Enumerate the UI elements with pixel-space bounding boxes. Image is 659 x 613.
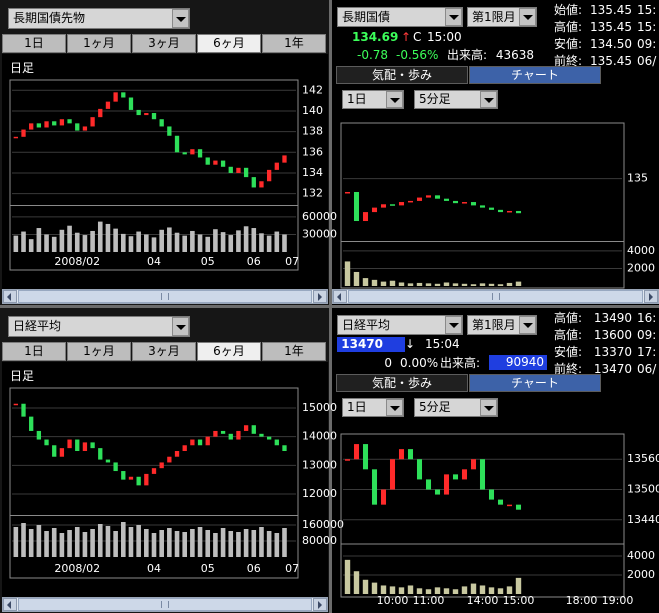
quote-time: 06/ bbox=[637, 54, 657, 68]
view-tab[interactable]: 気配・歩み bbox=[336, 66, 468, 84]
chart-area bbox=[2, 54, 328, 289]
dropdown[interactable]: 長期国債先物 bbox=[8, 8, 190, 29]
period-tab[interactable]: 1日 bbox=[2, 34, 66, 53]
volume: 90940 bbox=[489, 355, 547, 370]
period-tab[interactable]: 1年 bbox=[262, 34, 326, 53]
dropdown-arrow bbox=[176, 324, 186, 330]
volume-label: 出来高: bbox=[440, 356, 481, 370]
last-price: 13470 bbox=[337, 337, 405, 352]
dropdown[interactable]: 日経平均 bbox=[337, 315, 463, 335]
dropdown-arrow bbox=[484, 405, 494, 411]
period-tab[interactable]: 1日 bbox=[2, 342, 66, 361]
quote-time: 09: bbox=[637, 328, 657, 342]
quote-value: 13470 bbox=[593, 362, 632, 376]
quote-time: 06/ bbox=[637, 362, 657, 376]
quote-time: 15: bbox=[637, 20, 657, 34]
quote-label: 始値: bbox=[554, 3, 583, 17]
scroll-grip bbox=[161, 293, 169, 300]
dropdown[interactable]: 長期国債 bbox=[337, 7, 463, 27]
dropdown[interactable]: 5分足 bbox=[414, 398, 498, 417]
quote-value: 134.50 bbox=[590, 37, 632, 51]
quote-label: 安値: bbox=[554, 37, 583, 51]
change-percent: 0.00% bbox=[400, 356, 439, 370]
quote-time: 15:00 bbox=[427, 30, 462, 44]
volume: 43638 bbox=[495, 48, 534, 62]
scroll-thumb[interactable] bbox=[18, 598, 312, 611]
quote-label: 高値: bbox=[554, 328, 583, 342]
quote-time: 15:04 bbox=[425, 337, 460, 351]
quote-value: 135.45 bbox=[590, 54, 632, 68]
chart-area bbox=[2, 362, 328, 597]
scroll-left-arrow bbox=[337, 293, 341, 301]
dropdown-arrow bbox=[449, 15, 459, 20]
scroll-thumb[interactable] bbox=[18, 290, 312, 303]
quote-label: 前終: bbox=[554, 54, 583, 68]
quote-label: 前終: bbox=[554, 362, 583, 376]
quote-value: 13370 bbox=[593, 345, 632, 359]
quote-time: 17: bbox=[637, 345, 657, 359]
interval-label: 日足 bbox=[10, 61, 35, 75]
period-tab[interactable]: 1ヶ月 bbox=[67, 34, 131, 53]
scroll-right-arrow bbox=[318, 601, 322, 609]
period-tab[interactable]: 3ヶ月 bbox=[132, 342, 196, 361]
quote-label: 高値: bbox=[554, 20, 583, 34]
change-percent: -0.56% bbox=[396, 48, 439, 62]
quote-time: 09: bbox=[637, 37, 657, 51]
change: -0.78 bbox=[357, 48, 389, 62]
view-tab[interactable]: 気配・歩み bbox=[336, 374, 468, 392]
dropdown[interactable]: 5分足 bbox=[414, 90, 498, 109]
dropdown-arrow bbox=[176, 16, 186, 22]
period-tab[interactable]: 1ヶ月 bbox=[67, 342, 131, 361]
change: 0 bbox=[384, 356, 392, 370]
period-tab[interactable]: 1年 bbox=[262, 342, 326, 361]
dropdown-arrow bbox=[523, 15, 533, 20]
period-tab[interactable]: 6ヶ月 bbox=[197, 34, 261, 53]
quote-value: 135.45 bbox=[590, 3, 632, 17]
scroll-right-arrow bbox=[318, 293, 322, 301]
dropdown-arrow bbox=[523, 323, 533, 328]
scroll-left-arrow bbox=[7, 293, 11, 301]
scroll-grip bbox=[161, 601, 169, 608]
direction: ↑ bbox=[401, 30, 412, 44]
dropdown-arrow bbox=[390, 97, 400, 103]
scroll-thumb[interactable] bbox=[348, 290, 643, 303]
last-price: 134.69 bbox=[352, 30, 399, 44]
flag: C bbox=[413, 30, 422, 44]
period-tab[interactable]: 3ヶ月 bbox=[132, 34, 196, 53]
scroll-right-arrow bbox=[649, 293, 653, 301]
view-tab[interactable]: チャート bbox=[469, 374, 601, 392]
dropdown-arrow bbox=[484, 97, 494, 103]
view-tab[interactable]: チャート bbox=[469, 66, 601, 84]
volume-label: 出来高: bbox=[447, 48, 488, 62]
scroll-left-arrow bbox=[7, 601, 11, 609]
period-tab[interactable]: 6ヶ月 bbox=[197, 342, 261, 361]
quote-value: 13600 bbox=[593, 328, 632, 342]
quote-value: 135.45 bbox=[590, 20, 632, 34]
quote-time: 15: bbox=[637, 3, 657, 17]
dropdown[interactable]: 日経平均 bbox=[8, 316, 190, 337]
quote-value: 13490 bbox=[593, 311, 632, 325]
quote-time: 16: bbox=[637, 311, 657, 325]
scroll-grip bbox=[491, 293, 500, 300]
quote-label: 高値: bbox=[554, 311, 583, 325]
quote-label: 安値: bbox=[554, 345, 583, 359]
dropdown-arrow bbox=[390, 405, 400, 411]
interval-label: 日足 bbox=[10, 369, 35, 383]
direction: ↓ bbox=[405, 337, 416, 351]
dropdown-arrow bbox=[449, 323, 459, 328]
